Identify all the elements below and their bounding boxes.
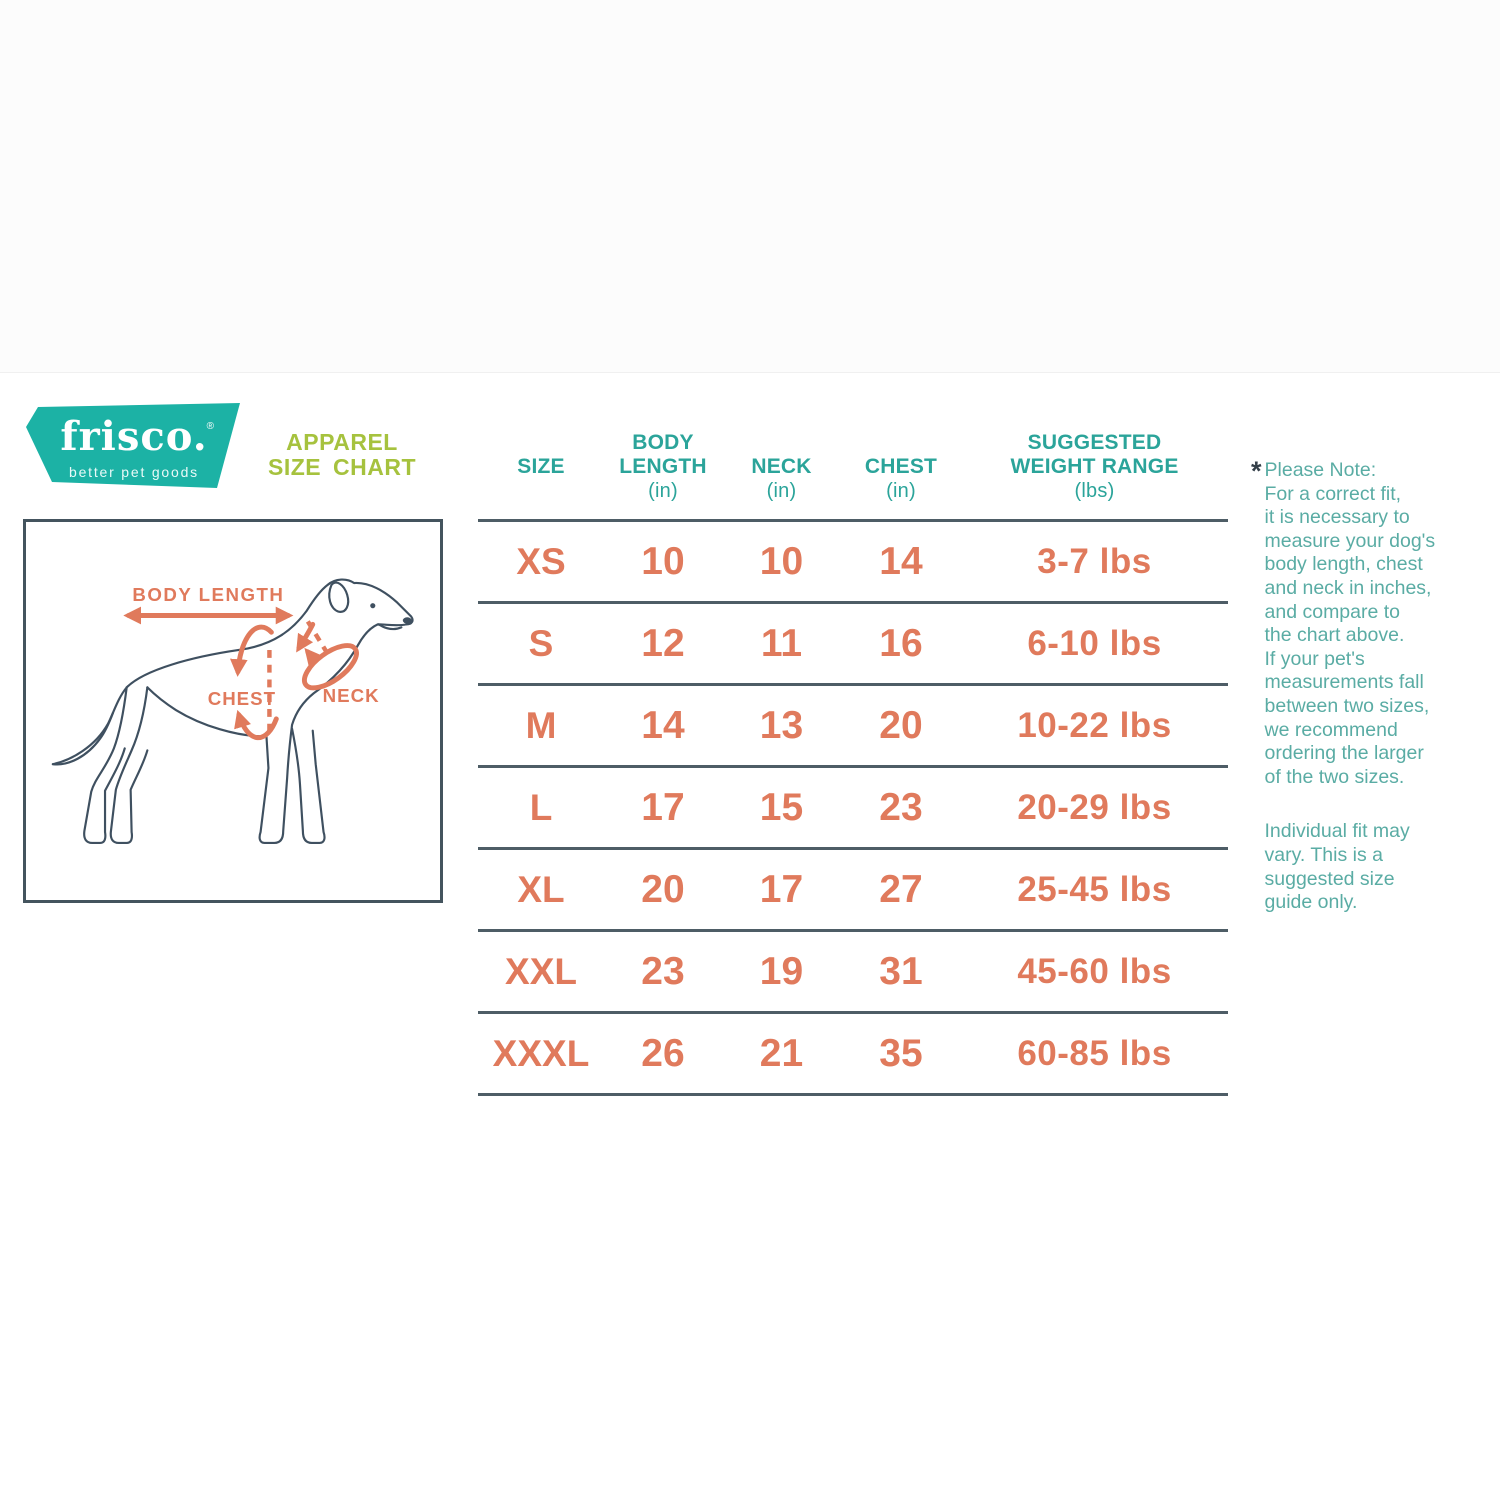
neck-cell: 19: [759, 949, 804, 993]
neck-cell: 21: [759, 1031, 804, 1075]
table-row-xxl: XXL 23 19 31 45-60 lbs: [478, 932, 1228, 1014]
size-cell: M: [525, 704, 557, 746]
fit-note-body: For a correct fit, it is necessary to me…: [1264, 482, 1436, 788]
table-row-xl: XL 20 17 27 25-45 lbs: [478, 850, 1228, 932]
table-row-l: L 17 15 23 20-29 lbs: [478, 768, 1228, 850]
weight-cell: 6-10 lbs: [1027, 623, 1162, 663]
body-length-label: BODY LENGTH: [132, 584, 284, 605]
neck-cell: 15: [759, 785, 804, 829]
size-cell: XXL: [505, 950, 577, 992]
fit-note-text: Please Note: For a correct fit, it is ne…: [1265, 459, 1436, 915]
chest-cell: 14: [879, 539, 923, 583]
body-length-cell: 10: [641, 539, 685, 583]
page-top-divider: [0, 0, 1500, 373]
body-length-cell: 26: [641, 1031, 685, 1075]
dog-measurement-diagram: BODY LENGTH CHEST NECK: [23, 519, 443, 903]
table-row-m: M 14 13 20 10-22 lbs: [478, 686, 1228, 768]
size-cell: XXXL: [492, 1032, 590, 1074]
page-title-line2: SIZE CHART: [268, 454, 416, 480]
dog-nose: [402, 617, 412, 624]
neck-cell: 17: [759, 867, 804, 911]
table-row-xs: XS 10 10 14 3-7 lbs: [478, 522, 1228, 604]
page-title: APPAREL SIZE CHART: [252, 430, 432, 480]
chest-cell: 31: [879, 949, 923, 993]
column-header-neck: NECK (in): [751, 455, 812, 502]
dog-eye: [370, 603, 376, 609]
size-table-body: XS 10 10 14 3-7 lbs S 12 11 16 6-10 lbs …: [478, 522, 1228, 1096]
chest-cell: 27: [879, 867, 923, 911]
frisco-logo: frisco. ® better pet goods: [26, 403, 240, 495]
registered-mark-icon: ®: [206, 421, 214, 432]
chest-cell: 35: [879, 1031, 923, 1075]
page-title-line1: APPAREL: [286, 429, 398, 455]
weight-cell: 20-29 lbs: [1017, 787, 1172, 827]
chest-cell: 16: [879, 621, 923, 665]
body-length-cell: 12: [641, 621, 685, 665]
column-header-body-length: BODY LENGTH (in): [619, 431, 707, 502]
neck-label: NECK: [323, 685, 380, 706]
weight-cell: 45-60 lbs: [1017, 951, 1172, 991]
neck-dashed-line: [305, 620, 329, 654]
neck-cell: 13: [759, 703, 804, 747]
column-header-chest: CHEST (in): [864, 455, 938, 502]
size-cell: XS: [516, 540, 566, 582]
column-header-size: SIZE: [517, 455, 565, 478]
size-cell: L: [529, 786, 553, 828]
weight-cell: 10-22 lbs: [1017, 705, 1172, 745]
body-length-cell: 23: [641, 949, 685, 993]
table-row-xxxl: XXXL 26 21 35 60-85 lbs: [478, 1014, 1228, 1096]
body-length-cell: 14: [641, 703, 685, 747]
brand-name: frisco.: [60, 413, 208, 460]
size-cell: XL: [517, 868, 565, 910]
weight-cell: 60-85 lbs: [1017, 1033, 1172, 1073]
table-row-s: S 12 11 16 6-10 lbs: [478, 604, 1228, 686]
chest-cell: 23: [879, 785, 923, 829]
dog-outline: [51, 578, 414, 844]
asterisk-icon: *: [1251, 456, 1262, 486]
chest-loop-upper-arrow-icon: [229, 624, 274, 677]
size-cell: S: [528, 622, 554, 664]
weight-cell: 25-45 lbs: [1017, 869, 1172, 909]
fit-note: * Please Note: For a correct fit, it is …: [1251, 456, 1483, 915]
body-length-cell: 20: [641, 867, 685, 911]
dog-illustration: BODY LENGTH CHEST NECK: [51, 578, 414, 844]
chest-loop-lower-arrow-icon: [234, 709, 279, 741]
size-table-header: SIZE BODY LENGTH (in) NECK (in) CHEST (i…: [478, 425, 1228, 522]
neck-cell: 11: [760, 621, 803, 665]
brand-tagline: better pet goods: [69, 464, 199, 480]
chest-label: CHEST: [208, 688, 276, 709]
fit-note-secondary: Individual fit may vary. This is a sugge…: [1264, 820, 1410, 914]
fit-note-title: Please Note:: [1264, 459, 1377, 481]
chest-cell: 20: [879, 703, 923, 747]
neck-loop-arrowhead-icon: [304, 647, 323, 668]
body-length-cell: 17: [641, 785, 685, 829]
weight-cell: 3-7 lbs: [1037, 541, 1152, 581]
measurement-annotations: [123, 606, 359, 741]
column-header-weight-range: SUGGESTED WEIGHT RANGE (lbs): [1010, 431, 1179, 502]
neck-cell: 10: [759, 539, 804, 583]
logo-banner-shape: [26, 403, 240, 488]
